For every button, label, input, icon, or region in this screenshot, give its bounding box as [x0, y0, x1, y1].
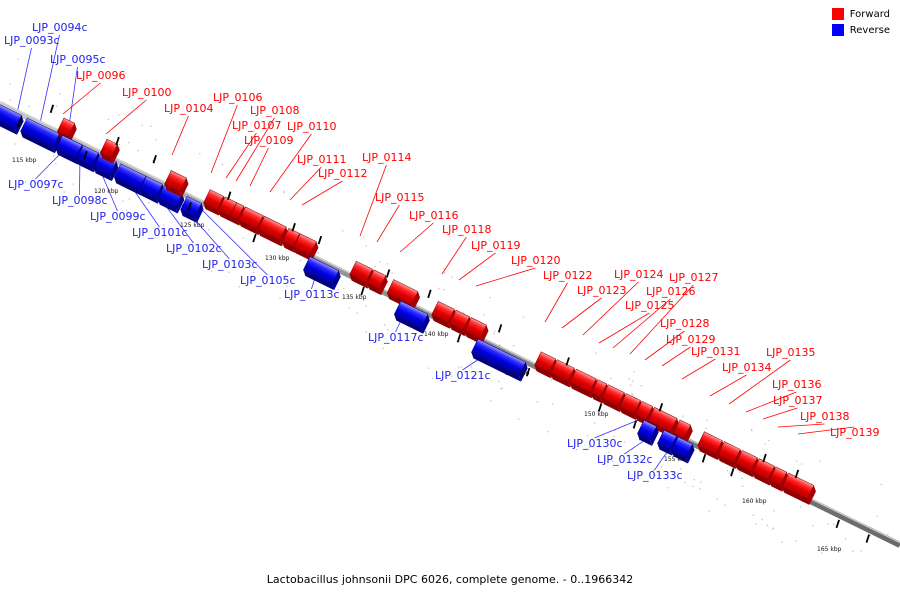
ruler-tick-label: 125 kbp [180, 222, 205, 229]
ruler-tick-label: 135 kbp [342, 294, 367, 301]
gene-label[interactable]: LJP_0105c [240, 274, 296, 287]
gene-label[interactable]: LJP_0124 [614, 268, 664, 281]
gene-label[interactable]: LJP_0136 [772, 378, 822, 391]
gene-block[interactable] [163, 170, 191, 198]
gene-label[interactable]: LJP_0108 [250, 104, 300, 117]
gene-label[interactable]: LJP_0131 [691, 345, 741, 358]
gene-label[interactable]: LJP_0120 [511, 254, 561, 267]
label-leader-lines [15, 34, 855, 471]
gene-label[interactable]: LJP_0102c [166, 242, 222, 255]
gene-blocks [0, 99, 818, 505]
gene-label[interactable]: LJP_0107 [232, 119, 282, 132]
gene-label[interactable]: LJP_0130c [567, 437, 623, 450]
gene-label[interactable]: LJP_0135 [766, 346, 816, 359]
gene-block[interactable] [98, 138, 121, 164]
gene-block[interactable] [392, 300, 432, 334]
legend-item-reverse: Reverse [831, 24, 890, 36]
gene-label[interactable]: LJP_0127 [669, 271, 719, 284]
gene-label[interactable]: LJP_0093c [4, 34, 60, 47]
gene-label[interactable]: LJP_0099c [90, 210, 146, 223]
gene-label[interactable]: LJP_0103c [202, 258, 258, 271]
gene-block[interactable] [301, 256, 342, 291]
gene-label[interactable]: LJP_0111 [297, 153, 347, 166]
gene-label[interactable]: LJP_0106 [213, 91, 263, 104]
gene-label[interactable]: LJP_0104 [164, 102, 214, 115]
gene-label[interactable]: LJP_0139 [830, 426, 880, 439]
gene-label[interactable]: LJP_0097c [8, 178, 64, 191]
gene-block[interactable] [292, 233, 321, 262]
gene-label[interactable]: LJP_0113c [284, 288, 340, 301]
gene-label[interactable]: LJP_0095c [50, 53, 106, 66]
gene-label[interactable]: LJP_0129 [666, 333, 716, 346]
gene-label[interactable]: LJP_0122 [543, 269, 593, 282]
legend: Forward Reverse [831, 8, 890, 36]
figure-caption: Lactobacillus johnsonii DPC 6026, comple… [266, 573, 634, 586]
gene-label[interactable]: LJP_0110 [287, 120, 337, 133]
gene-block[interactable] [156, 184, 187, 214]
gene-block[interactable] [670, 436, 697, 464]
ruler-tick-label: 155 kbp [664, 456, 689, 463]
gene-block[interactable] [256, 215, 290, 247]
gene-label[interactable]: LJP_0115 [375, 191, 425, 204]
gene-label[interactable]: LJP_0138 [800, 410, 850, 423]
ruler-tickmarks [17, 104, 870, 543]
gene-label[interactable]: LJP_0121c [435, 369, 491, 382]
gene-block[interactable] [19, 117, 64, 154]
gene-label[interactable]: LJP_0101c [132, 226, 188, 239]
reverse-swatch [831, 24, 844, 36]
ruler-tick-label: 120 kbp [94, 188, 119, 195]
gene-label[interactable]: LJP_0119 [471, 239, 521, 252]
gene-label[interactable]: LJP_0100 [122, 86, 172, 99]
gene-label[interactable]: LJP_0117c [368, 331, 424, 344]
gene-label[interactable]: LJP_0128 [660, 317, 710, 330]
gene-label[interactable]: LJP_0125 [625, 299, 675, 312]
ruler-tick-label: 165 kbp [817, 546, 842, 553]
gene-label[interactable]: LJP_0114 [362, 151, 412, 164]
ruler-tick-label: 140 kbp [424, 331, 449, 338]
gene-label[interactable]: LJP_0126 [646, 285, 696, 298]
ruler-tick-label: 150 kbp [584, 411, 609, 418]
gene-block[interactable] [780, 472, 818, 505]
ruler-tick-label: 130 kbp [265, 255, 290, 262]
gene-block[interactable] [179, 196, 206, 223]
gene-label[interactable]: LJP_0096 [76, 69, 126, 82]
gene-label[interactable]: LJP_0109 [244, 134, 294, 147]
forward-swatch [831, 8, 844, 20]
ruler-tick-label: 145 kbp [505, 370, 530, 377]
legend-item-forward: Forward [831, 8, 890, 20]
gene-label[interactable]: LJP_0132c [597, 453, 653, 466]
gene-block[interactable] [469, 338, 529, 382]
gene-label[interactable]: LJP_0116 [409, 209, 459, 222]
gene-label[interactable]: LJP_0133c [627, 469, 683, 482]
ruler-tick-label: 160 kbp [742, 498, 767, 505]
gene-label[interactable]: LJP_0098c [52, 194, 108, 207]
gene-label[interactable]: LJP_0137 [773, 394, 823, 407]
gene-label[interactable]: LJP_0134 [722, 361, 772, 374]
gene-label[interactable]: LJP_0094c [32, 21, 88, 34]
gene-label[interactable]: LJP_0123 [577, 284, 627, 297]
gene-block[interactable] [365, 269, 389, 296]
ruler-tick-label: 115 kbp [12, 157, 37, 164]
gene-label[interactable]: LJP_0112 [318, 167, 368, 180]
gene-label[interactable]: LJP_0118 [442, 223, 492, 236]
legend-label-reverse: Reverse [849, 24, 890, 36]
gene-block[interactable] [635, 419, 660, 446]
legend-label-forward: Forward [849, 8, 890, 20]
